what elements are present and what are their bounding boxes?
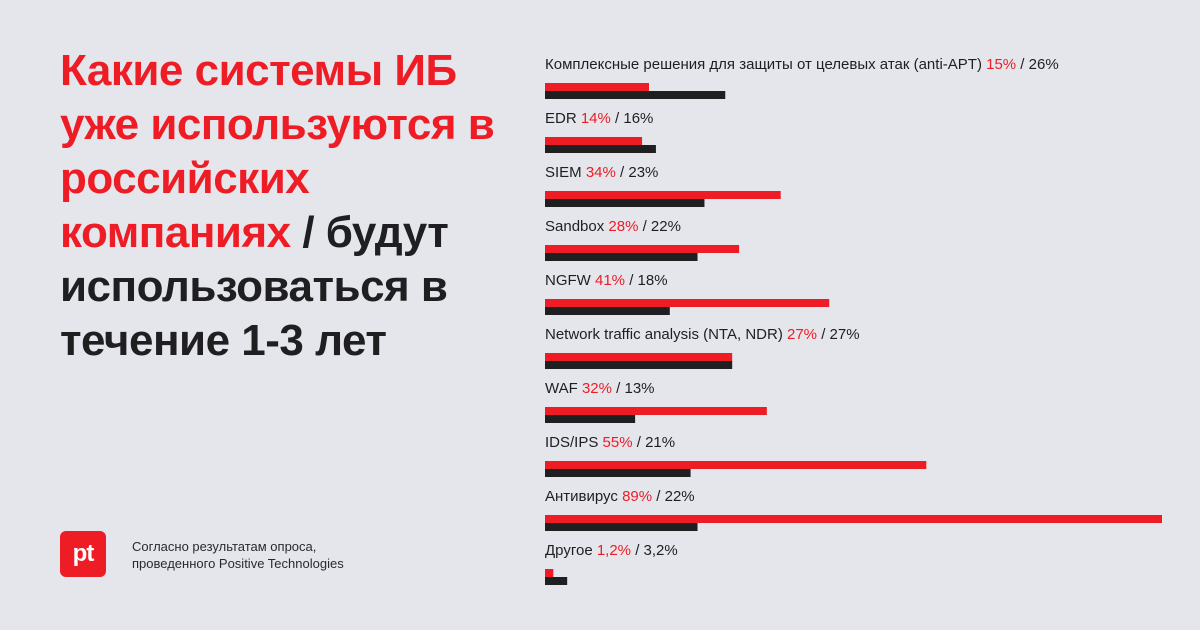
current-value-label: 28%	[608, 218, 638, 235]
category-name: Другое	[545, 542, 597, 559]
category-label: Network traffic analysis (NTA, NDR) 27% …	[545, 326, 860, 343]
bar-planned	[545, 469, 691, 477]
category-name: IDS/IPS	[545, 434, 603, 451]
category-label: Антивирус 89% / 22%	[545, 488, 695, 505]
current-value-label: 1,2%	[597, 542, 631, 559]
bar-planned	[545, 361, 733, 369]
planned-value-label: / 16%	[611, 110, 654, 127]
bar-planned	[545, 577, 568, 585]
planned-value-label: / 23%	[616, 164, 659, 181]
bar-current	[545, 299, 830, 307]
category-label: NGFW 41% / 18%	[545, 272, 668, 289]
bar-current	[545, 515, 1162, 523]
bar-current	[545, 407, 767, 415]
bar-chart: Комплексные решения для защиты от целевы…	[545, 56, 1162, 585]
planned-value-label: / 13%	[612, 380, 655, 397]
title-planned-part: / будут использоваться в течение 1-3 лет	[60, 208, 449, 365]
bar-current	[545, 245, 740, 253]
pt-logo: pt	[60, 531, 106, 577]
category-name: Антивирус	[545, 488, 622, 505]
category-name: EDR	[545, 110, 581, 127]
bar-current	[545, 137, 643, 145]
current-value-label: 34%	[586, 164, 616, 181]
bar-current	[545, 353, 733, 361]
source-line-1: Согласно результатам опроса,	[132, 539, 317, 554]
category-name: Network traffic analysis (NTA, NDR)	[545, 326, 787, 343]
category-name: NGFW	[545, 272, 595, 289]
category-name: Комплексные решения для защиты от целевы…	[545, 56, 986, 73]
planned-value-label: / 18%	[625, 272, 668, 289]
bar-planned	[545, 307, 670, 315]
current-value-label: 32%	[582, 380, 612, 397]
bar-planned	[545, 199, 705, 207]
planned-value-label: / 22%	[652, 488, 695, 505]
source-line-2: проведенного Positive Technologies	[132, 556, 344, 571]
category-label: Другое 1,2% / 3,2%	[545, 542, 678, 559]
current-value-label: 27%	[787, 326, 817, 343]
planned-value-label: / 3,2%	[631, 542, 678, 559]
planned-value-label: / 21%	[633, 434, 676, 451]
category-label: Комплексные решения для защиты от целевы…	[545, 56, 1059, 73]
current-value-label: 89%	[622, 488, 652, 505]
bar-planned	[545, 523, 698, 531]
bar-current	[545, 461, 927, 469]
current-value-label: 15%	[986, 56, 1016, 73]
bar-current	[545, 191, 781, 199]
category-label: Sandbox 28% / 22%	[545, 218, 681, 235]
bar-planned	[545, 91, 726, 99]
current-value-label: 14%	[581, 110, 611, 127]
bar-current	[545, 569, 554, 577]
source-note: Согласно результатам опроса, проведенног…	[132, 538, 344, 572]
bar-planned	[545, 145, 656, 153]
category-label: SIEM 34% / 23%	[545, 164, 658, 181]
bar-planned	[545, 415, 636, 423]
page-title: Какие системы ИБ уже используются в росс…	[60, 44, 520, 368]
category-label: EDR 14% / 16%	[545, 110, 653, 127]
bar-current	[545, 83, 649, 91]
planned-value-label: / 27%	[817, 326, 860, 343]
current-value-label: 41%	[595, 272, 625, 289]
category-label: IDS/IPS 55% / 21%	[545, 434, 675, 451]
title-current-part: Какие системы ИБ уже используются в росс…	[60, 46, 495, 257]
category-name: SIEM	[545, 164, 586, 181]
planned-value-label: / 26%	[1016, 56, 1059, 73]
planned-value-label: / 22%	[638, 218, 681, 235]
bar-planned	[545, 253, 698, 261]
category-name: Sandbox	[545, 218, 608, 235]
category-name: WAF	[545, 380, 582, 397]
current-value-label: 55%	[603, 434, 633, 451]
category-label: WAF 32% / 13%	[545, 380, 655, 397]
